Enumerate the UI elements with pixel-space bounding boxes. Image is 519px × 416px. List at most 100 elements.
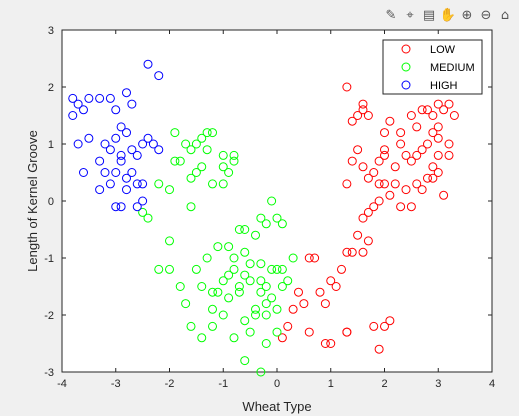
data-point-low bbox=[417, 145, 427, 155]
data-point-medium bbox=[256, 287, 266, 297]
data-point-low bbox=[401, 185, 411, 195]
data-point-medium bbox=[202, 128, 212, 138]
x-tick-label: 3 bbox=[435, 378, 441, 390]
data-point-high bbox=[127, 168, 137, 177]
data-point-low bbox=[310, 253, 320, 263]
data-point-medium bbox=[154, 264, 164, 274]
data-point-medium bbox=[191, 264, 201, 274]
data-point-high bbox=[84, 93, 94, 103]
data-point-medium bbox=[272, 213, 282, 223]
legend-label-low: LOW bbox=[430, 44, 456, 56]
data-point-high bbox=[122, 128, 131, 138]
data-point-high bbox=[95, 93, 105, 103]
data-point-low bbox=[358, 247, 368, 257]
data-point-low bbox=[380, 179, 389, 189]
data-point-high bbox=[132, 150, 142, 160]
data-point-medium bbox=[224, 270, 234, 280]
data-point-high bbox=[116, 202, 126, 212]
y-tick-label: 0 bbox=[48, 196, 54, 208]
legend-marker-high bbox=[401, 80, 411, 90]
y-tick-label: 2 bbox=[48, 82, 54, 94]
data-point-medium bbox=[213, 287, 223, 297]
data-point-medium bbox=[261, 282, 271, 291]
data-point-low bbox=[337, 264, 346, 274]
data-point-high bbox=[127, 145, 137, 155]
data-point-low bbox=[433, 168, 443, 177]
data-point-medium bbox=[175, 282, 185, 291]
zoom-out-icon[interactable]: ⊖ bbox=[480, 8, 492, 23]
data-point-medium bbox=[234, 287, 244, 297]
data-point-low bbox=[358, 105, 368, 115]
data-point-low bbox=[358, 99, 368, 109]
data-point-medium bbox=[240, 356, 250, 366]
data-point-medium bbox=[256, 276, 266, 286]
data-point-medium bbox=[202, 145, 212, 155]
data-point-low bbox=[428, 128, 438, 138]
legend-marker-medium bbox=[401, 62, 411, 72]
data-point-low bbox=[374, 344, 384, 354]
data-point-medium bbox=[208, 179, 217, 189]
data-point-low bbox=[342, 82, 352, 92]
y-tick-label: -1 bbox=[44, 253, 54, 265]
data-point-medium bbox=[283, 276, 293, 286]
data-point-low bbox=[353, 111, 363, 120]
legend-label-medium: MEDIUM bbox=[430, 62, 475, 74]
data-point-high bbox=[100, 139, 110, 149]
data-point-low bbox=[423, 173, 432, 183]
data-point-medium bbox=[224, 242, 234, 252]
data-point-high bbox=[105, 145, 115, 155]
data-point-low bbox=[380, 150, 389, 160]
data-point-medium bbox=[143, 213, 153, 223]
x-tick-label: -3 bbox=[111, 378, 121, 390]
data-point-medium bbox=[229, 253, 239, 263]
data-point-medium bbox=[208, 321, 217, 331]
data-point-low bbox=[347, 247, 357, 257]
data-point-high bbox=[116, 150, 126, 160]
data-point-low bbox=[294, 287, 303, 297]
legend-toggle-icon[interactable]: ▤ bbox=[422, 8, 436, 23]
data-point-high bbox=[111, 168, 121, 177]
data-point-low bbox=[358, 162, 368, 172]
data-point-medium bbox=[218, 276, 228, 286]
data-point-low bbox=[369, 202, 379, 212]
data-point-medium bbox=[256, 367, 266, 377]
data-point-low bbox=[326, 339, 336, 348]
data-point-high bbox=[111, 202, 121, 212]
data-point-medium bbox=[181, 139, 191, 149]
data-point-high bbox=[73, 99, 83, 109]
data-point-medium bbox=[229, 156, 239, 166]
data-point-medium bbox=[165, 264, 174, 274]
data-point-medium bbox=[170, 156, 180, 166]
data-point-medium bbox=[229, 150, 239, 160]
data-point-high bbox=[143, 133, 153, 143]
data-point-medium bbox=[175, 156, 185, 166]
data-point-high bbox=[122, 88, 131, 98]
data-point-low bbox=[304, 327, 314, 337]
data-cursor-icon[interactable]: ⌖ bbox=[406, 8, 414, 23]
y-tick-label: -2 bbox=[44, 310, 54, 322]
data-point-low bbox=[299, 299, 309, 309]
data-point-high bbox=[122, 185, 131, 195]
data-point-low bbox=[320, 299, 330, 309]
data-point-medium bbox=[256, 213, 266, 223]
data-point-low bbox=[358, 213, 368, 223]
pan-hand-icon[interactable]: ✋ bbox=[439, 8, 457, 23]
data-point-medium bbox=[272, 327, 282, 337]
data-point-low bbox=[406, 156, 416, 166]
brush-icon[interactable]: ✎ bbox=[385, 8, 397, 23]
data-point-low bbox=[428, 162, 438, 172]
home-icon[interactable]: ⌂ bbox=[500, 8, 510, 23]
data-point-medium bbox=[165, 185, 174, 195]
data-point-medium bbox=[165, 236, 174, 246]
data-points bbox=[68, 59, 459, 377]
data-point-low bbox=[390, 179, 400, 189]
data-point-medium bbox=[261, 299, 271, 309]
zoom-in-icon[interactable]: ⊕ bbox=[461, 8, 473, 23]
data-point-low bbox=[369, 321, 379, 331]
data-point-low bbox=[417, 105, 427, 115]
data-point-medium bbox=[154, 179, 164, 189]
data-point-medium bbox=[267, 196, 277, 206]
data-point-medium bbox=[272, 264, 282, 274]
